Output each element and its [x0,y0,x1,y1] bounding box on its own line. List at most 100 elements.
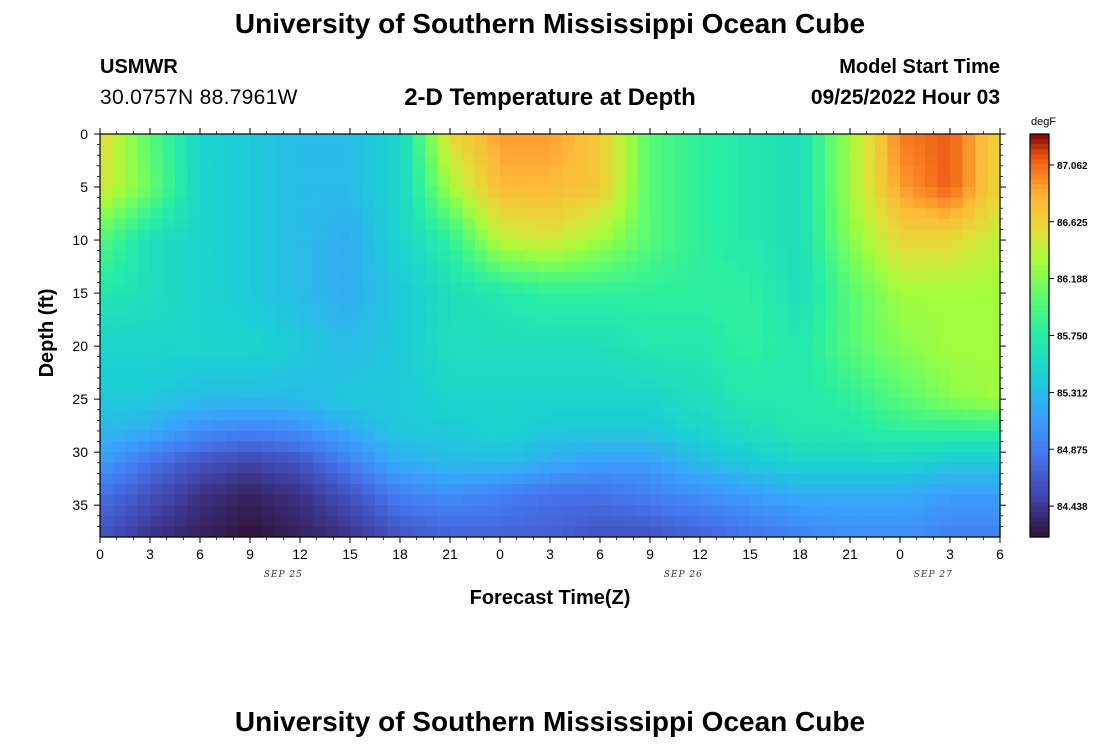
heatmap-cell [175,367,189,379]
heatmap-cell [862,473,876,485]
heatmap-cell [687,367,701,379]
heatmap-cell [362,314,376,326]
heatmap-cell [975,218,989,231]
heatmap-cell [675,462,689,474]
heatmap-cell [125,282,139,294]
heatmap-cell [387,473,401,485]
heatmap-cell [650,367,664,379]
heatmap-cell [962,208,976,220]
heatmap-cell [887,483,901,496]
heatmap-cell [187,356,201,368]
heatmap-cell [225,218,239,231]
heatmap-cell [787,388,801,400]
heatmap-cell [287,134,301,146]
heatmap-cell [275,483,289,496]
heatmap-cell [475,176,489,188]
heatmap-cell [837,165,851,178]
heatmap-cell [700,324,714,337]
heatmap-cell [925,324,939,337]
heatmap-cell [312,218,326,231]
heatmap-cell [562,144,576,156]
colorbar-tick-label: 86.188 [1057,275,1088,286]
heatmap-cell [787,293,801,305]
heatmap-cell [375,452,389,464]
x-tick-label: 12 [692,546,708,562]
heatmap-cell [625,494,639,506]
heatmap-cell [562,473,576,485]
heatmap-cell [187,271,201,284]
heatmap-cell [537,473,551,485]
heatmap-cell [275,356,289,368]
heatmap-cell [525,356,539,368]
heatmap-cell [825,462,839,474]
heatmap-cell [262,314,276,326]
heatmap-cell [825,293,839,305]
heatmap-cell [137,229,151,241]
heatmap-cell [237,452,251,464]
heatmap-cell [837,399,851,411]
heatmap-cell [725,229,739,241]
heatmap-cell [475,441,489,453]
heatmap-cell [687,165,701,178]
heatmap-cell [337,165,351,178]
heatmap-cell [275,346,289,358]
colorbar-segment [1030,315,1049,321]
heatmap-cell [937,144,951,156]
heatmap-cell [450,409,464,421]
heatmap-cell [837,473,851,485]
heatmap-cell [375,134,389,146]
heatmap-cell [650,377,664,390]
heatmap-cell [125,335,139,347]
heatmap-cell [987,356,1001,368]
heatmap-cell [662,420,676,432]
heatmap-cell [200,462,214,474]
heatmap-cell [100,303,114,315]
heatmap-cell [100,218,114,231]
heatmap-cell [900,165,914,178]
heatmap-cell [262,240,276,252]
heatmap-cell [462,409,476,421]
heatmap-cell [725,165,739,178]
heatmap-cell [162,526,176,538]
heatmap-cell [637,208,651,220]
heatmap-cell [575,462,589,474]
heatmap-cell [200,176,214,188]
heatmap-cell [612,367,626,379]
x-tick-label: 9 [646,546,654,562]
heatmap-cell [500,494,514,506]
heatmap-cell [462,293,476,305]
heatmap-cell [612,240,626,252]
heatmap-cell [987,377,1001,390]
heatmap-cell [887,282,901,294]
heatmap-cell [275,271,289,284]
heatmap-cell [912,494,926,506]
heatmap-cell [175,229,189,241]
heatmap-cell [550,420,564,432]
heatmap-cell [362,346,376,358]
heatmap-cell [387,388,401,400]
heatmap-cell [450,261,464,273]
heatmap-cell [287,144,301,156]
heatmap-cell [437,441,451,453]
heatmap-cell [537,441,551,453]
heatmap-cell [200,208,214,220]
heatmap-cell [287,494,301,506]
heatmap-cell [500,303,514,315]
heatmap-cell [487,261,501,273]
heatmap-cell [712,505,726,517]
heatmap-cell [225,388,239,400]
heatmap-cell [162,293,176,305]
heatmap-cell [675,494,689,506]
heatmap-cell [712,176,726,188]
heatmap-cell [375,441,389,453]
heatmap-cell [312,462,326,474]
heatmap-cell [375,515,389,527]
heatmap-cell [250,229,264,241]
heatmap-cell [312,494,326,506]
heatmap-cell [837,483,851,496]
heatmap-cell [650,346,664,358]
heatmap-cell [900,494,914,506]
heatmap-cell [487,473,501,485]
heatmap-cell [612,165,626,178]
heatmap-cell [100,187,114,199]
